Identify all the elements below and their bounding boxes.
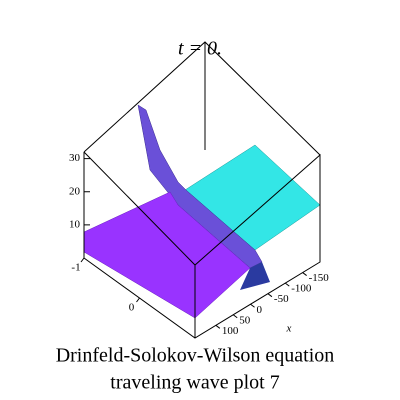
x-tick <box>250 303 255 308</box>
y-tick <box>80 257 85 263</box>
y-tick-label: 0 <box>129 302 135 314</box>
y-tick <box>136 297 140 303</box>
caption: Drinfeld-Solokov-Wilson equation <box>56 345 335 367</box>
x-axis-label: x <box>286 323 292 335</box>
chart-title: t = 0. <box>178 38 222 60</box>
z-tick-label: 20 <box>69 185 81 197</box>
x-tick-label: 100 <box>222 325 239 337</box>
z-tick-label: 10 <box>69 218 81 230</box>
y-tick-label: -1 <box>71 262 80 274</box>
x-tick-label: -100 <box>291 283 312 295</box>
z-tick-label: 30 <box>69 152 81 164</box>
surface-edge <box>240 262 270 290</box>
caption: traveling wave plot 7 <box>110 372 279 394</box>
x-tick <box>232 314 238 319</box>
x-tick-label: 50 <box>239 314 251 326</box>
x-tick-label: 0 <box>257 304 263 316</box>
x-tick <box>302 272 307 276</box>
x-tick <box>215 324 221 329</box>
x-tick <box>284 282 290 287</box>
x-tick-label: -150 <box>309 272 330 284</box>
x-tick-label: -50 <box>274 293 289 305</box>
x-tick <box>267 293 273 298</box>
